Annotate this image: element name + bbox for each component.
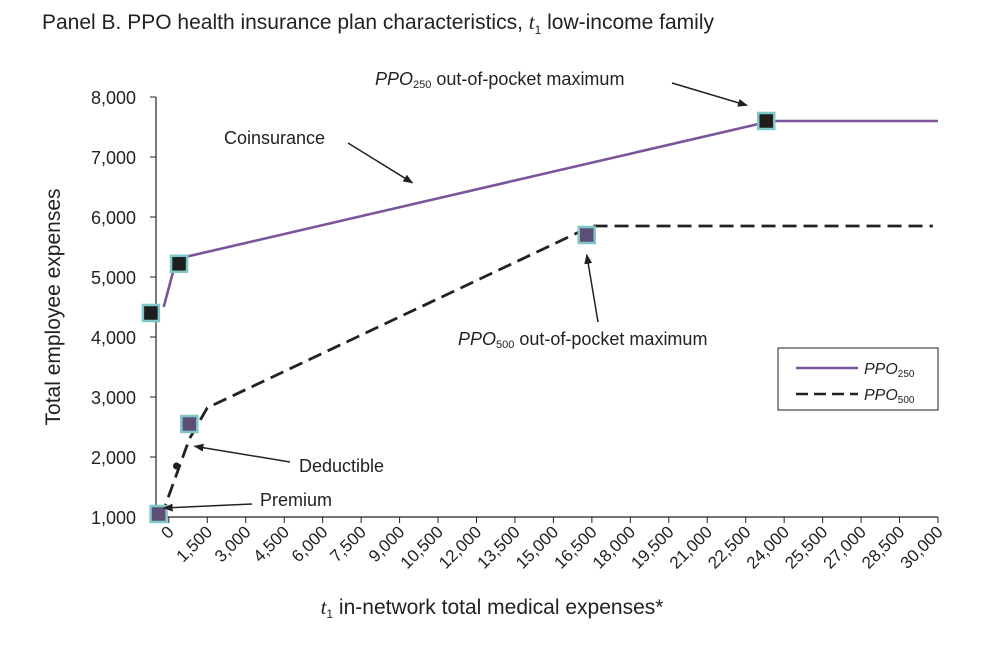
- x-tick-label: 27,000: [820, 522, 870, 572]
- arrow-ppo500_oop: [584, 253, 599, 323]
- data-marker: [149, 504, 168, 524]
- x-axis-label: t1 in-network total medical expenses*: [321, 595, 664, 621]
- x-tick-label: 30,000: [897, 522, 947, 572]
- data-marker: [180, 414, 199, 434]
- arrow-ppo250_oop: [671, 82, 748, 107]
- legend-label: PPO500: [864, 387, 915, 406]
- series-line-ppo250: [162, 119, 938, 308]
- y-tick-label: 1,000: [91, 508, 136, 528]
- x-tick-label: 10,500: [397, 522, 447, 572]
- x-tick-label: 16,500: [550, 522, 600, 572]
- y-tick-label: 2,000: [91, 448, 136, 468]
- x-tick-label: 6,000: [288, 522, 332, 566]
- y-tick-label: 3,000: [91, 388, 136, 408]
- annotation-coinsurance: Coinsurance: [224, 128, 325, 148]
- x-tick-label: 28,500: [858, 522, 908, 572]
- x-tick-label: 22,500: [704, 522, 754, 572]
- y-tick-label: 6,000: [91, 208, 136, 228]
- data-marker: [141, 303, 161, 323]
- legend-box: [777, 347, 939, 411]
- x-tick-label: 12,000: [435, 522, 485, 572]
- y-tick-label: 7,000: [91, 148, 136, 168]
- arrow-premium: [162, 503, 253, 512]
- data-marker: [756, 111, 776, 131]
- annotation-premium: Premium: [260, 490, 332, 510]
- arrow-deductible: [193, 443, 291, 463]
- x-tick-label: 19,500: [627, 522, 677, 572]
- y-tick-label: 4,000: [91, 328, 136, 348]
- x-tick-label: 15,000: [512, 522, 562, 572]
- x-tick-label: 18,000: [589, 522, 639, 572]
- legend-label: PPO250: [864, 361, 915, 380]
- x-tick-label: 0: [158, 522, 178, 542]
- y-axis-label: Total employee expenses: [42, 189, 65, 426]
- annotation-ppo250_oop: PPO250 out-of-pocket maximum: [375, 69, 624, 91]
- series-line-ppo500: [159, 224, 933, 518]
- x-tick-label: 25,500: [781, 522, 831, 572]
- isolated-point: [173, 462, 181, 470]
- x-tick-label: 24,000: [743, 522, 793, 572]
- y-tick-label: 8,000: [91, 88, 136, 108]
- x-tick-label: 21,000: [666, 522, 716, 572]
- annotation-deductible: Deductible: [299, 456, 384, 476]
- x-tick-label: 13,500: [474, 522, 524, 572]
- x-tick-label: 3,000: [211, 522, 255, 566]
- chart-title: Panel B. PPO health insurance plan chara…: [42, 10, 715, 38]
- data-marker: [169, 254, 189, 274]
- annotation-ppo500_oop: PPO500 out-of-pocket maximum: [458, 329, 707, 351]
- data-marker: [577, 225, 596, 245]
- x-tick-label: 1,500: [173, 522, 217, 566]
- y-tick-label: 5,000: [91, 268, 136, 288]
- arrow-coinsurance: [347, 142, 414, 184]
- x-tick-label: 7,500: [326, 522, 370, 566]
- x-tick-label: 4,500: [250, 522, 294, 566]
